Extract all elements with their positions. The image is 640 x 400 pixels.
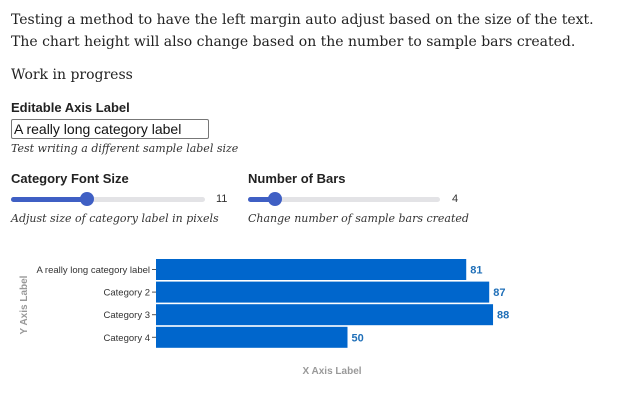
control-label: Number of Bars <box>248 171 346 186</box>
control-label: Editable Axis Label <box>11 100 130 115</box>
slider-value: 11 <box>216 193 228 205</box>
y-tick-label: Category 2 <box>104 288 150 299</box>
y-tick-label: Category 4 <box>104 333 150 344</box>
help-text: Change number of sample bars created <box>248 212 469 225</box>
value-label: 50 <box>352 332 364 344</box>
slider[interactable] <box>11 192 205 206</box>
bar <box>156 281 490 303</box>
bar <box>156 326 348 348</box>
bar <box>156 259 467 280</box>
intro-line: Testing a method to have the left margin… <box>11 12 594 28</box>
intro-line: The chart height will also change based … <box>11 34 576 50</box>
bar <box>156 304 494 326</box>
y-tick-label: Category 3 <box>104 310 150 321</box>
help-text: Adjust size of category label in pixels <box>11 212 219 225</box>
slider-value: 4 <box>452 193 459 205</box>
x-axis-label: X Axis Label <box>302 366 361 377</box>
value-label: 81 <box>470 265 482 277</box>
status: Work in progress <box>11 67 133 83</box>
y-tick-label: A really long category label <box>36 265 150 276</box>
control-label: Category Font Size <box>11 171 129 186</box>
slider-fill <box>248 197 275 202</box>
slider-thumb[interactable] <box>80 192 94 206</box>
value-label: 88 <box>497 310 509 322</box>
slider-thumb[interactable] <box>268 192 282 206</box>
slider[interactable] <box>248 192 440 206</box>
chart: X Axis Label Y Axis Label A really long … <box>19 259 509 377</box>
help-text: Test writing a different sample label si… <box>11 142 239 155</box>
slider-fill <box>11 197 87 202</box>
value-label: 87 <box>493 287 505 299</box>
axis-label-input[interactable] <box>11 119 209 139</box>
y-axis-label: Y Axis Label <box>19 275 30 334</box>
